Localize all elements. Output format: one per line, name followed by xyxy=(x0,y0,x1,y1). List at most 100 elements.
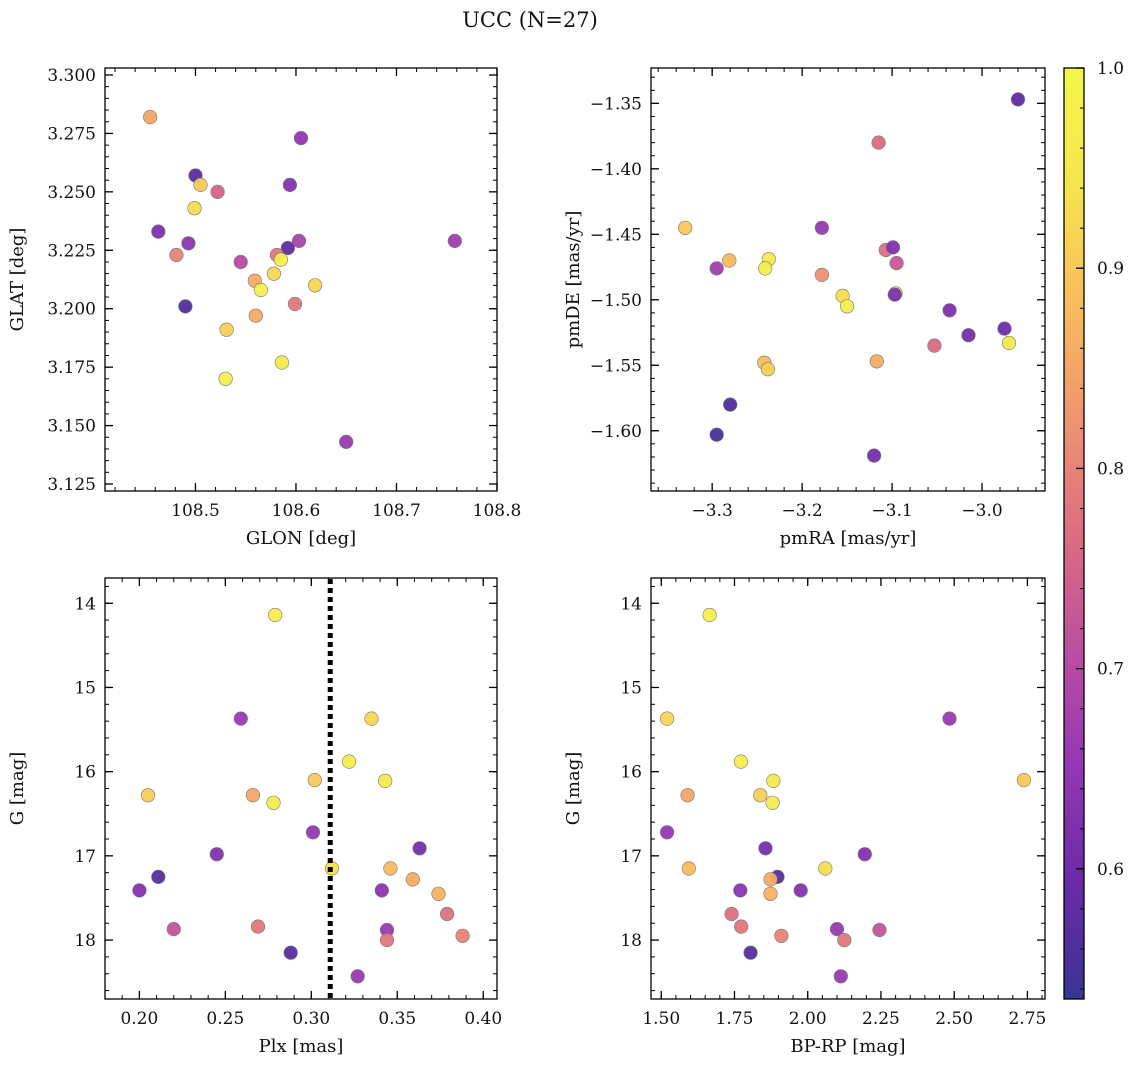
scatter-point xyxy=(857,847,872,862)
y-tick-label: 14 xyxy=(74,594,96,614)
x-tick-label: 1.50 xyxy=(642,1009,680,1029)
scatter-point xyxy=(219,322,234,337)
scatter-point xyxy=(305,825,321,840)
scatter-point xyxy=(379,932,395,948)
y-tick-label: 18 xyxy=(620,931,642,951)
scatter-point xyxy=(659,711,675,726)
scatter-point xyxy=(818,861,833,876)
y-tick-label: 14 xyxy=(620,594,642,614)
scatter-points xyxy=(132,607,470,984)
scatter-point xyxy=(722,253,737,268)
scatter-point xyxy=(308,278,323,293)
scatter-point xyxy=(774,928,789,943)
scatter-point xyxy=(743,945,758,960)
scatter-point xyxy=(287,296,303,312)
scatter-point xyxy=(233,711,248,726)
scatter-point xyxy=(678,220,693,235)
scatter-point xyxy=(143,109,158,125)
scatter-point xyxy=(833,969,848,984)
scatter-point xyxy=(659,825,675,840)
y-tick-label: −1.45 xyxy=(590,225,642,245)
x-tick-label: −3.2 xyxy=(781,501,822,521)
scatter-point xyxy=(280,240,296,256)
y-tick-label: 17 xyxy=(620,847,642,867)
scatter-point xyxy=(187,201,202,216)
scatter-point xyxy=(753,788,768,803)
colorbar-tick-label: 0.6 xyxy=(1097,860,1124,880)
x-tick-label: 108.8 xyxy=(473,501,522,521)
scatter-point xyxy=(268,607,283,623)
scatter-point xyxy=(927,338,942,353)
scatter-point xyxy=(248,308,263,323)
scatter-point xyxy=(455,928,470,943)
scatter-point xyxy=(839,299,855,314)
y-tick-label: −1.50 xyxy=(590,291,642,311)
scatter-point xyxy=(210,184,225,199)
y-tick-label: 3.200 xyxy=(47,300,96,320)
scatter-points xyxy=(659,607,1032,984)
scatter-point xyxy=(233,254,248,270)
scatter-points xyxy=(143,109,462,450)
x-tick-label: 0.40 xyxy=(464,1009,502,1029)
scatter-point xyxy=(758,841,773,856)
scatter-point xyxy=(889,256,904,271)
y-tick-label: 3.175 xyxy=(47,358,96,378)
colorbar-gradient xyxy=(1063,67,1085,1000)
scatter-points xyxy=(678,92,1026,463)
y-tick-label: 3.150 xyxy=(47,417,96,437)
ticks xyxy=(651,578,1045,999)
scatter-point xyxy=(723,397,738,412)
y-tick-label: 18 xyxy=(74,931,96,951)
colorbar-tick-label: 0.9 xyxy=(1097,259,1124,279)
scatter-point xyxy=(266,266,282,281)
scatter-point xyxy=(166,921,181,937)
x-tick-label: 0.20 xyxy=(120,1009,158,1029)
y-tick-label: 3.250 xyxy=(47,183,96,203)
x-tick-label: 2.50 xyxy=(935,1009,973,1029)
y-axis-label: G [mag] xyxy=(7,752,28,825)
scatter-point xyxy=(709,427,724,442)
y-tick-label: 15 xyxy=(74,678,96,698)
scatter-point xyxy=(1001,335,1017,351)
scatter-point xyxy=(193,177,208,192)
scatter-point xyxy=(871,135,886,150)
axes-frame xyxy=(650,577,1046,1000)
scatter-point xyxy=(378,773,393,789)
y-axis-label: G [mag] xyxy=(563,752,584,825)
y-tick-label: −1.55 xyxy=(590,356,642,376)
scatter-point xyxy=(763,886,778,901)
scatter-point xyxy=(942,711,957,726)
scatter-point xyxy=(885,240,901,255)
y-axis-label: pmDE [mas/yr] xyxy=(563,211,584,349)
x-tick-label: −3.0 xyxy=(961,501,1002,521)
scatter-point xyxy=(431,886,446,901)
scatter-point xyxy=(709,261,724,276)
scatter-point xyxy=(266,795,281,810)
scatter-point xyxy=(814,220,830,235)
ticks xyxy=(651,68,1045,491)
x-tick-label: 2.75 xyxy=(1008,1009,1046,1029)
x-tick-label: 2.25 xyxy=(862,1009,900,1029)
x-tick-label: 0.30 xyxy=(292,1009,330,1029)
x-tick-label: −3.1 xyxy=(871,501,912,521)
scatter-point xyxy=(942,303,957,318)
scatter-point xyxy=(829,921,845,937)
scatter-point xyxy=(961,328,976,343)
x-tick-label: 0.35 xyxy=(378,1009,416,1029)
scatter-point xyxy=(132,883,147,898)
scatter-point xyxy=(887,287,902,302)
x-tick-label: 0.25 xyxy=(206,1009,244,1029)
scatter-point xyxy=(793,883,808,898)
scatter-point xyxy=(866,448,882,463)
axes-frame xyxy=(650,67,1046,492)
scatter-point xyxy=(702,607,717,623)
x-axis-label: BP-RP [mag] xyxy=(790,1036,905,1057)
scatter-point xyxy=(733,754,749,769)
y-tick-label: 16 xyxy=(620,763,642,783)
scatter-point xyxy=(169,247,184,263)
colorbar-tick-label: 1.0 xyxy=(1097,59,1124,79)
panel-bprp-g: 1.50 1.75 2.00 2.25 2.50 2.75 14 15 16 17 18 BP-RP … xyxy=(563,577,1046,1057)
scatter-point xyxy=(253,282,268,298)
scatter-point xyxy=(869,354,884,369)
